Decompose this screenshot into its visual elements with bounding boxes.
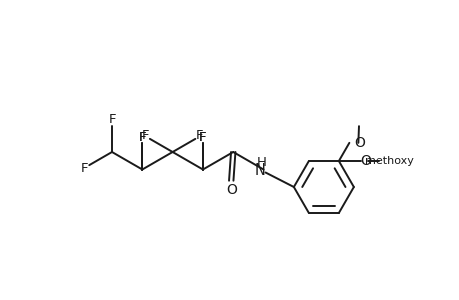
Text: F: F bbox=[138, 131, 146, 144]
Text: O: O bbox=[359, 154, 370, 168]
Text: O: O bbox=[353, 136, 364, 150]
Text: F: F bbox=[196, 129, 203, 142]
Text: N: N bbox=[255, 163, 265, 178]
Text: F: F bbox=[199, 131, 206, 144]
Text: F: F bbox=[108, 113, 116, 126]
Text: F: F bbox=[199, 131, 206, 144]
Text: methoxy: methoxy bbox=[364, 156, 413, 166]
Text: H: H bbox=[256, 156, 266, 169]
Text: F: F bbox=[138, 131, 146, 144]
Text: F: F bbox=[141, 129, 149, 142]
Text: O: O bbox=[225, 183, 236, 197]
Text: F: F bbox=[81, 162, 89, 175]
